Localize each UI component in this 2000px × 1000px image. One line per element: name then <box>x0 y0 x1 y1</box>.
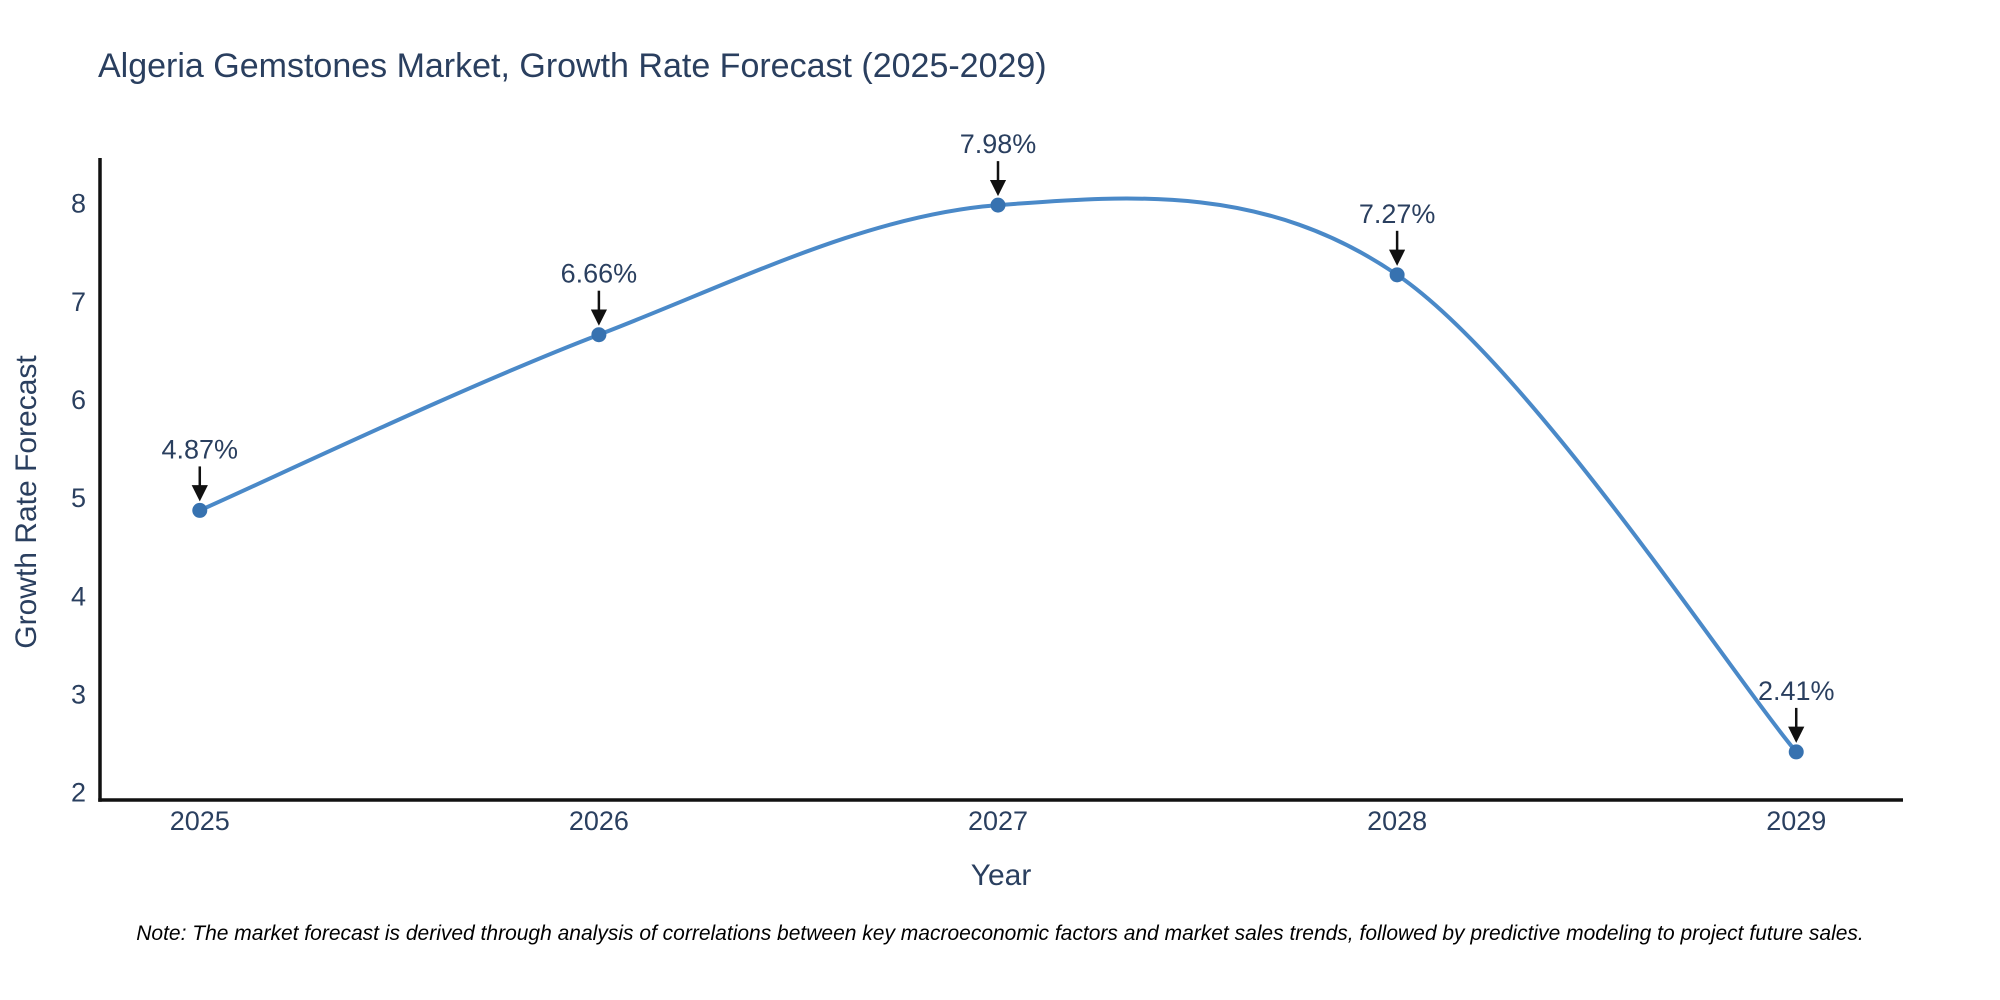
annotation-label: 7.98% <box>960 129 1037 159</box>
x-tick-label: 2026 <box>569 806 629 836</box>
y-tick-label: 2 <box>71 778 86 808</box>
annotation-label: 4.87% <box>161 434 238 464</box>
data-point-marker[interactable] <box>1389 267 1405 283</box>
x-tick-label: 2027 <box>968 806 1028 836</box>
annotation-label: 6.66% <box>561 259 638 289</box>
y-tick-label: 7 <box>71 287 86 317</box>
y-tick-label: 3 <box>71 679 86 709</box>
chart-title: Algeria Gemstones Market, Growth Rate Fo… <box>98 47 1047 85</box>
y-axis-title: Growth Rate Forecast <box>10 355 43 649</box>
footnote: Note: The market forecast is derived thr… <box>136 922 1864 945</box>
annotation-label: 2.41% <box>1758 676 1835 706</box>
data-point-marker[interactable] <box>591 327 607 343</box>
x-tick-label: 2028 <box>1367 806 1427 836</box>
y-tick-label: 8 <box>71 189 86 219</box>
y-tick-label: 5 <box>71 483 86 513</box>
forecast-line <box>197 196 1799 754</box>
y-tick-label: 6 <box>71 385 86 415</box>
x-tick-label: 2029 <box>1766 806 1826 836</box>
y-tick-label: 4 <box>71 581 86 611</box>
data-point-marker[interactable] <box>1788 744 1804 760</box>
x-axis-title: Year <box>971 859 1032 892</box>
plot-area[interactable]: 2 3 4 5 6 7 8 2025 2026 2027 2028 2029 4.87% 6.66% 7.9… <box>71 129 1903 836</box>
x-tick-label: 2025 <box>170 806 230 836</box>
data-point-marker[interactable] <box>990 197 1006 213</box>
data-point-marker[interactable] <box>192 502 208 518</box>
annotation-label: 7.27% <box>1359 199 1436 229</box>
